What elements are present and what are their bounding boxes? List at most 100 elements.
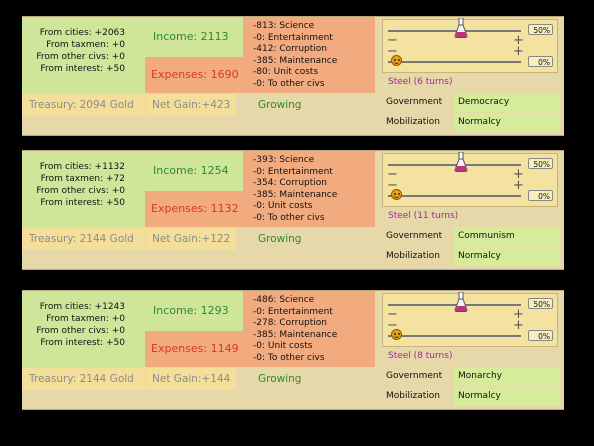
- income-sources: From cities: +1243 From taxmen: +0 From …: [22, 291, 145, 367]
- luxury-percent: 0%: [528, 56, 553, 67]
- expense-entertainment: -0: Entertainment: [253, 306, 333, 317]
- source-taxmen: From taxmen: +0: [46, 314, 125, 324]
- luxury-slider-track[interactable]: [388, 61, 521, 63]
- expense-breakdown: -813: Science -0: Entertainment -412: Co…: [243, 17, 375, 93]
- net-gain: Net Gain:+423: [146, 94, 236, 116]
- growth-status: Growing: [258, 373, 302, 385]
- income-total: Income: 1254: [145, 151, 243, 191]
- net-gain: Net Gain:+144: [146, 368, 236, 390]
- flask-icon[interactable]: [454, 152, 468, 172]
- mobilization-value[interactable]: Normalcy: [454, 113, 560, 132]
- research-steel[interactable]: Steel (11 turns): [388, 211, 459, 221]
- mobilization-value[interactable]: Normalcy: [454, 387, 560, 406]
- expense-corruption: -354: Corruption: [253, 178, 328, 188]
- treasury: Treasury: 2094 Gold: [22, 94, 145, 116]
- net-gain: Net Gain:+122: [146, 228, 236, 250]
- government-label: Government: [386, 97, 443, 107]
- science-slider-track[interactable]: [388, 30, 521, 32]
- mobilization-label: Mobilization: [386, 391, 440, 401]
- mobilization-label: Mobilization: [386, 117, 440, 127]
- expense-breakdown: -486: Science -0: Entertainment -278: Co…: [243, 291, 375, 367]
- decrease-science-button[interactable]: −: [387, 167, 398, 182]
- research-steel[interactable]: Steel (8 turns): [388, 351, 453, 361]
- source-taxmen: From taxmen: +0: [46, 40, 125, 50]
- source-interest: From interest: +50: [40, 338, 125, 348]
- flask-icon[interactable]: [454, 292, 468, 312]
- expense-breakdown: -393: Science -0: Entertainment -354: Co…: [243, 151, 375, 227]
- luxury-percent: 0%: [528, 190, 553, 201]
- expense-science: -486: Science: [253, 295, 315, 305]
- expense-other-civs: -0: To other civs: [253, 78, 325, 89]
- increase-luxury-button[interactable]: +: [513, 44, 524, 59]
- rate-sliders: 50% − + − + 0%: [382, 152, 558, 207]
- expense-maintenance: -385: Maintenance: [253, 329, 338, 340]
- source-other-civs: From other civs: +0: [36, 186, 125, 196]
- treasury: Treasury: 2144 Gold: [22, 368, 145, 390]
- science-percent: 50%: [528, 158, 553, 169]
- increase-science-button[interactable]: +: [513, 167, 524, 182]
- expense-maintenance: -385: Maintenance: [253, 189, 338, 200]
- source-interest: From interest: +50: [40, 198, 125, 208]
- expense-maintenance: -385: Maintenance: [253, 55, 338, 66]
- government-label: Government: [386, 371, 443, 381]
- source-interest: From interest: +50: [40, 64, 125, 74]
- rate-sliders: 50% − + − + 0%: [382, 18, 558, 73]
- expense-other-civs: -0: To other civs: [253, 212, 325, 223]
- economy-panel-3: From cities: +1243 From taxmen: +0 From …: [22, 290, 564, 410]
- expense-unit-costs: -80: Unit costs: [253, 67, 319, 77]
- source-other-civs: From other civs: +0: [36, 52, 125, 62]
- expense-corruption: -412: Corruption: [253, 44, 328, 54]
- decrease-science-button[interactable]: −: [387, 33, 398, 48]
- increase-luxury-button[interactable]: +: [513, 318, 524, 333]
- expense-unit-costs: -0: Unit costs: [253, 201, 313, 211]
- expenses-total: Expenses: 1149: [145, 331, 243, 367]
- decrease-luxury-button[interactable]: −: [387, 44, 398, 59]
- economy-panel-1: From cities: +2063 From taxmen: +0 From …: [22, 16, 564, 136]
- income-total: Income: 2113: [145, 17, 243, 57]
- luxury-percent: 0%: [528, 330, 553, 341]
- increase-luxury-button[interactable]: +: [513, 178, 524, 193]
- smiley-face-icon[interactable]: [391, 189, 402, 200]
- expense-other-civs: -0: To other civs: [253, 352, 325, 363]
- expenses-total: Expenses: 1132: [145, 191, 243, 227]
- expense-entertainment: -0: Entertainment: [253, 166, 333, 177]
- source-cities: From cities: +1243: [39, 302, 125, 312]
- smiley-face-icon[interactable]: [391, 55, 402, 66]
- mobilization-value[interactable]: Normalcy: [454, 247, 560, 266]
- expense-corruption: -278: Corruption: [253, 318, 328, 328]
- growth-status: Growing: [258, 99, 302, 111]
- economy-panel-2: From cities: +1132 From taxmen: +72 From…: [22, 150, 564, 270]
- government-value[interactable]: Democracy: [454, 93, 560, 112]
- source-taxmen: From taxmen: +72: [40, 174, 125, 184]
- research-steel[interactable]: Steel (6 turns): [388, 77, 453, 87]
- science-percent: 50%: [528, 298, 553, 309]
- luxury-slider-track[interactable]: [388, 195, 521, 197]
- treasury: Treasury: 2144 Gold: [22, 228, 145, 250]
- science-percent: 50%: [528, 24, 553, 35]
- science-slider-track[interactable]: [388, 304, 521, 306]
- rate-sliders: 50% − + − + 0%: [382, 292, 558, 347]
- flask-icon[interactable]: [454, 18, 468, 38]
- income-total: Income: 1293: [145, 291, 243, 331]
- expense-entertainment: -0: Entertainment: [253, 32, 333, 43]
- source-cities: From cities: +1132: [39, 162, 125, 172]
- government-label: Government: [386, 231, 443, 241]
- increase-science-button[interactable]: +: [513, 307, 524, 322]
- source-other-civs: From other civs: +0: [36, 326, 125, 336]
- growth-status: Growing: [258, 233, 302, 245]
- income-sources: From cities: +1132 From taxmen: +72 From…: [22, 151, 145, 227]
- government-value[interactable]: Monarchy: [454, 367, 560, 386]
- science-slider-track[interactable]: [388, 164, 521, 166]
- government-value[interactable]: Communism: [454, 227, 560, 246]
- decrease-science-button[interactable]: −: [387, 307, 398, 322]
- decrease-luxury-button[interactable]: −: [387, 318, 398, 333]
- luxury-slider-track[interactable]: [388, 335, 521, 337]
- expense-science: -393: Science: [253, 155, 315, 165]
- decrease-luxury-button[interactable]: −: [387, 178, 398, 193]
- increase-science-button[interactable]: +: [513, 33, 524, 48]
- mobilization-label: Mobilization: [386, 251, 440, 261]
- expenses-total: Expenses: 1690: [145, 57, 243, 93]
- expense-unit-costs: -0: Unit costs: [253, 341, 313, 351]
- income-sources: From cities: +2063 From taxmen: +0 From …: [22, 17, 145, 93]
- smiley-face-icon[interactable]: [391, 329, 402, 340]
